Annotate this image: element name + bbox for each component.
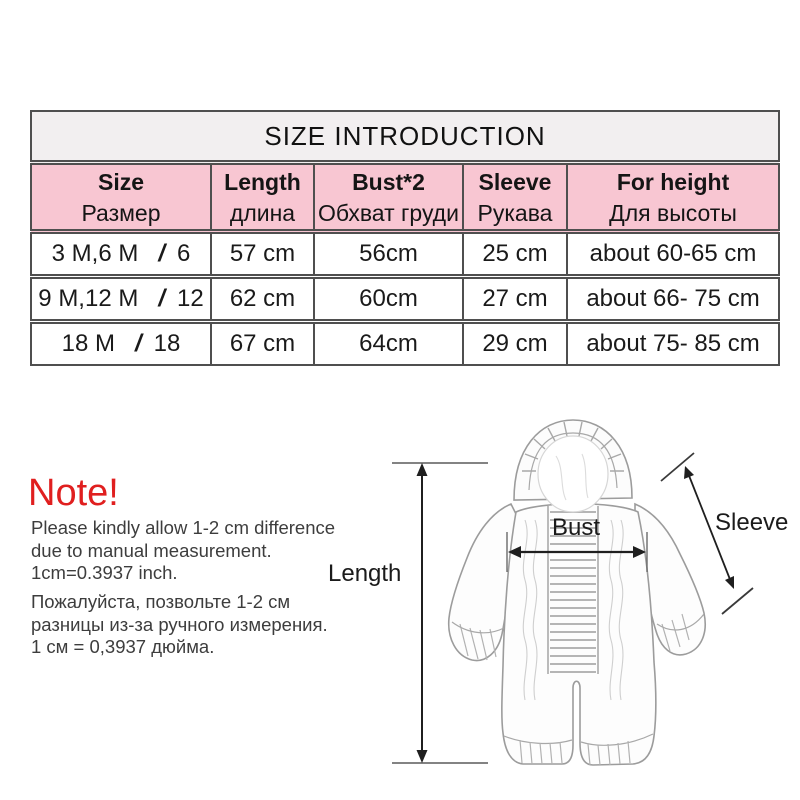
header-height-en: For height: [616, 168, 730, 195]
cuff-band-lines: [451, 613, 705, 634]
measurement-diagram: Length Bust Sleeve: [320, 408, 790, 800]
header-size-en: Size: [97, 168, 145, 195]
length-arrowhead-top: [416, 463, 428, 476]
left-ankle-ribbing: [519, 739, 563, 765]
length-extent-lines: [392, 462, 488, 764]
length-label: Length: [328, 560, 402, 587]
size-slash: /: [158, 285, 165, 312]
size-number: 6: [177, 240, 191, 267]
table-row: 9 M,12 M / 12 62 cm 60cm 27 cm about 66-…: [30, 274, 781, 322]
note-line: разницы из-за ручного измерения.: [31, 613, 328, 635]
size-months: 3 M,6 M: [51, 240, 139, 267]
right-cuff-ribbing: [661, 613, 690, 652]
sleeve-arrowhead-bottom: [725, 576, 734, 589]
size-number: 18: [153, 330, 181, 357]
size-months: 18 M: [61, 330, 115, 357]
hood-lining-marks: [555, 453, 589, 501]
table-header-row: Size Размер Length длина Bust*2 Обхват г…: [30, 160, 781, 234]
cell-sleeve: 27 cm: [462, 274, 568, 322]
header-sleeve-en: Sleeve: [478, 168, 552, 195]
hood-band-inner: [528, 432, 618, 491]
right-ankle-ribbing: [587, 740, 631, 766]
cell-for-height: about 60-65 cm: [565, 231, 781, 277]
cell-for-height: about 75- 85 cm: [565, 319, 781, 365]
hood-lining: [537, 435, 609, 513]
column-header-sleeve: Sleeve Рукава: [462, 160, 568, 234]
cell-bust: 64cm: [313, 319, 464, 365]
bust-label: Bust: [552, 514, 601, 541]
cell-size: 9 M,12 M / 12: [30, 274, 212, 322]
cell-size: 3 M,6 M / 6: [30, 231, 212, 277]
size-slash: /: [158, 240, 165, 267]
cell-length: 62 cm: [210, 274, 315, 322]
length-arrowhead-bottom: [416, 750, 428, 763]
cell-size: 18 M / 18: [30, 319, 212, 365]
column-header-size: Size Размер: [30, 160, 212, 234]
header-height-ru: Для высоты: [609, 199, 737, 226]
table-title-row: SIZE INTRODUCTION: [29, 111, 781, 163]
body-outline: [501, 502, 657, 766]
column-header-height: For height Для высоты: [565, 160, 781, 234]
ankle-band-lines: [503, 733, 654, 746]
size-number: 12: [177, 285, 204, 312]
header-bust-en: Bust*2: [352, 168, 425, 195]
column-header-length: Length длина: [210, 160, 315, 234]
cell-sleeve: 29 cm: [462, 319, 568, 365]
left-cuff-ribbing: [459, 623, 497, 661]
note-line: due to manual measurement.: [31, 539, 272, 561]
note-line: Пожалуйста, позвольте 1-2 см: [31, 591, 291, 612]
cell-length: 57 cm: [210, 231, 315, 277]
bust-arrowhead-left: [508, 546, 521, 558]
note-line: 1cm=0.3937 inch.: [31, 562, 178, 583]
note-heading: Note!: [28, 472, 119, 514]
size-months: 9 M,12 M: [38, 285, 139, 312]
table-row: 18 M / 18 67 cm 64cm 29 cm about 75- 85 …: [30, 319, 781, 365]
cell-bust: 60cm: [313, 274, 464, 322]
sleeve-extent-ticks: [660, 452, 754, 615]
placket-edges: [547, 506, 599, 674]
column-header-bust: Bust*2 Обхват груди: [313, 160, 464, 234]
romper-sketch: [392, 419, 754, 766]
note-text-english: Please kindly allow 1-2 cm difference du…: [31, 517, 335, 585]
header-size-ru: Размер: [81, 199, 161, 226]
note-text-russian: Пожалуйста, позвольте 1-2 см разницы из-…: [31, 591, 328, 659]
header-length-en: Length: [224, 168, 301, 195]
sleeve-label: Sleeve: [715, 509, 789, 536]
table-title: SIZE INTRODUCTION: [29, 111, 781, 163]
note-line: Please kindly allow 1-2 cm difference: [31, 517, 336, 538]
sleeve-arrowhead-top: [684, 466, 694, 479]
cell-sleeve: 25 cm: [462, 231, 568, 277]
bust-extent-ticks: [506, 532, 648, 572]
bust-arrowhead-right: [633, 546, 646, 558]
table-row: 3 M,6 M / 6 57 cm 56cm 25 cm about 60-65…: [30, 231, 781, 277]
header-bust-ru: Обхват груди: [318, 199, 459, 226]
hood-ribbing: [522, 421, 624, 472]
sleeve-arrow: [685, 467, 734, 588]
cell-for-height: about 66- 75 cm: [565, 274, 781, 322]
size-slash: /: [134, 330, 142, 357]
header-sleeve-ru: Рукава: [477, 199, 553, 226]
size-table: SIZE INTRODUCTION Size Размер Length дли…: [29, 110, 781, 366]
header-length-ru: длина: [229, 199, 296, 226]
cell-bust: 56cm: [313, 231, 464, 277]
cable-knit-texture: [522, 519, 624, 701]
note-line: 1 см = 0,3937 дюйма.: [31, 636, 215, 657]
cell-length: 67 cm: [210, 319, 315, 365]
